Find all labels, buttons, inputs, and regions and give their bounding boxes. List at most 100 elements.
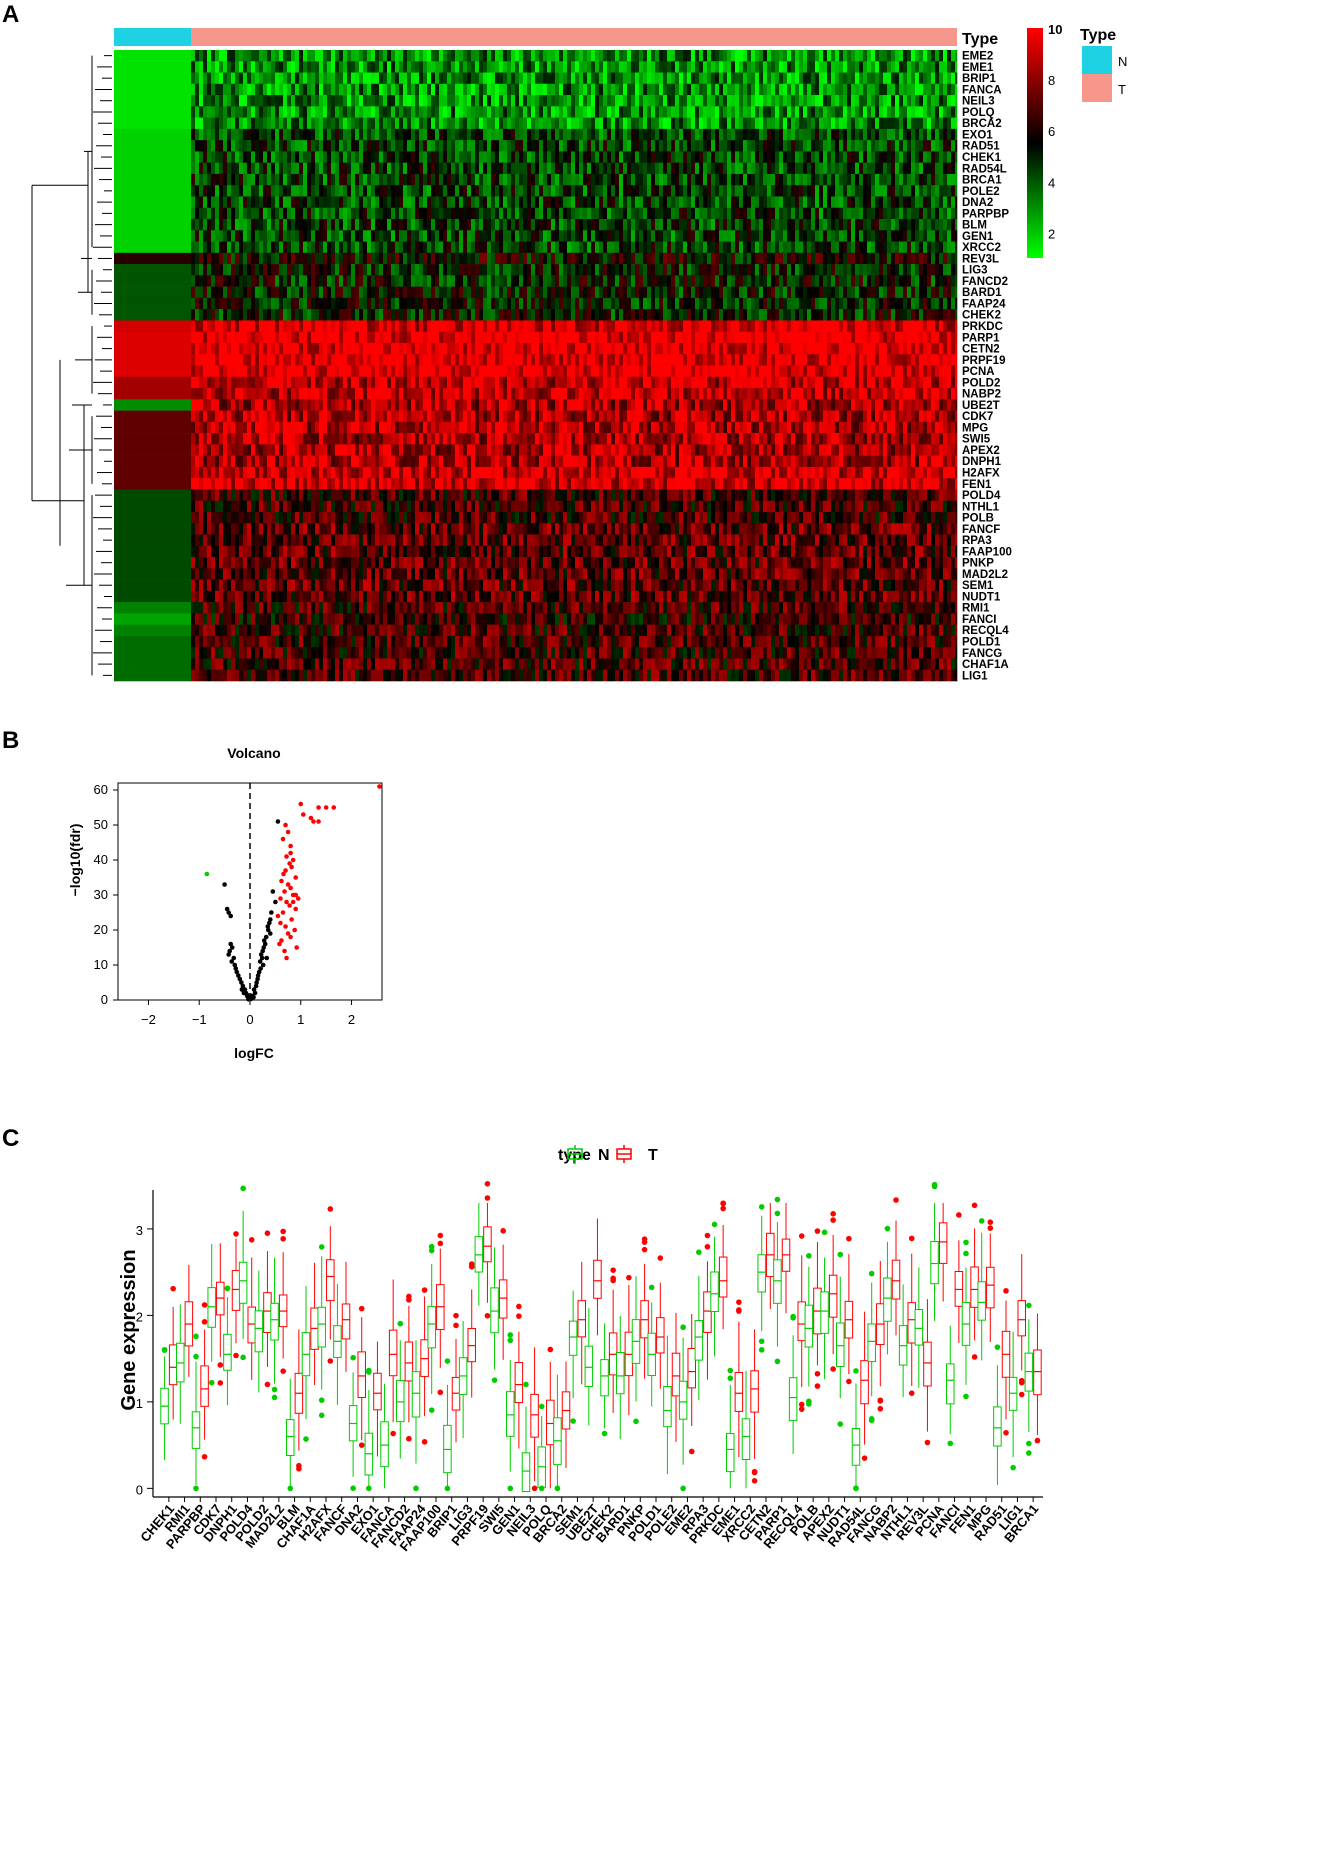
heatmap-cell (315, 309, 320, 321)
heatmap-cell (447, 241, 452, 254)
heatmap-cell (583, 219, 588, 231)
heatmap-cell (631, 252, 636, 265)
heatmap-cell (467, 162, 472, 175)
heatmap-cell (263, 264, 268, 276)
heatmap-cell (567, 320, 572, 332)
heatmap-cell (843, 286, 848, 299)
heatmap-cell (551, 151, 556, 163)
heatmap-cell (871, 219, 876, 231)
heatmap-cell (335, 207, 340, 220)
heatmap-cell (839, 83, 844, 96)
heatmap-cell (335, 61, 340, 73)
heatmap-block-n (114, 173, 191, 186)
heatmap-cell (923, 219, 928, 231)
heatmap-cell (847, 264, 852, 276)
heatmap-cell (911, 230, 916, 242)
heatmap-cell (411, 264, 416, 276)
heatmap-cell (891, 309, 896, 321)
heatmap-cell (583, 83, 588, 96)
heatmap-cell (223, 106, 228, 118)
heatmap-cell (595, 117, 600, 130)
heatmap-cell (755, 252, 760, 265)
heatmap-cell (539, 297, 544, 310)
heatmap-cell (431, 128, 436, 141)
heatmap-cell (239, 173, 244, 186)
heatmap-cell (227, 117, 232, 130)
heatmap-cell (191, 173, 196, 186)
heatmap-cell (443, 331, 448, 344)
heatmap-cell (543, 286, 548, 299)
heatmap-cell (419, 207, 424, 220)
heatmap-cell (707, 72, 712, 85)
heatmap-cell (783, 207, 788, 220)
heatmap-cell (695, 196, 700, 209)
heatmap-cell (831, 173, 836, 186)
heatmap-cell (363, 264, 368, 276)
heatmap-cell (355, 252, 360, 265)
heatmap-cell (479, 275, 484, 287)
heatmap-cell (607, 252, 612, 265)
heatmap-cell (219, 50, 224, 62)
heatmap-cell (399, 106, 404, 118)
heatmap-cell (215, 309, 220, 321)
heatmap-cell (779, 140, 784, 152)
heatmap-cell (215, 106, 220, 118)
heatmap-cell (803, 95, 808, 107)
heatmap-cell (595, 50, 600, 62)
heatmap-cell (819, 83, 824, 96)
heatmap-cell (919, 219, 924, 231)
heatmap-cell (683, 128, 688, 141)
heatmap-cell (515, 185, 520, 197)
heatmap-cell (251, 241, 256, 254)
heatmap-cell (739, 207, 744, 220)
heatmap-cell (951, 162, 956, 175)
heatmap-cell (615, 72, 620, 85)
heatmap-cell (591, 83, 596, 96)
heatmap-cell (679, 185, 684, 197)
heatmap-cell (603, 196, 608, 209)
heatmap-cell (855, 61, 860, 73)
heatmap-cell (327, 252, 332, 265)
heatmap-cell (395, 309, 400, 321)
heatmap-cell (799, 151, 804, 163)
heatmap-cell (587, 61, 592, 73)
heatmap-cell (743, 297, 748, 310)
heatmap-cell (931, 140, 936, 152)
heatmap-cell (467, 196, 472, 209)
heatmap-cell (531, 219, 536, 231)
heatmap-cell (787, 219, 792, 231)
heatmap-cell (339, 207, 344, 220)
heatmap-cell (211, 331, 216, 344)
heatmap-cell (659, 72, 664, 85)
heatmap-cell (871, 162, 876, 175)
heatmap-cell (563, 95, 568, 107)
heatmap-cell (675, 297, 680, 310)
heatmap-cell (643, 286, 648, 299)
heatmap-cell (327, 241, 332, 254)
heatmap-cell (247, 72, 252, 85)
heatmap-cell (399, 207, 404, 220)
heatmap-cell (759, 286, 764, 299)
heatmap-cell (251, 61, 256, 73)
heatmap-cell (887, 185, 892, 197)
heatmap-cell (895, 196, 900, 209)
heatmap-cell (335, 331, 340, 344)
heatmap-cell (823, 173, 828, 186)
heatmap-cell (507, 140, 512, 152)
heatmap-cell (215, 173, 220, 186)
heatmap-cell (491, 95, 496, 107)
heatmap-cell (391, 72, 396, 85)
heatmap-cell (219, 95, 224, 107)
heatmap-cell (471, 275, 476, 287)
heatmap-cell (931, 286, 936, 299)
heatmap-cell (579, 72, 584, 85)
heatmap-cell (491, 61, 496, 73)
heatmap-cell (759, 309, 764, 321)
heatmap-cell (579, 286, 584, 299)
heatmap-cell (227, 207, 232, 220)
heatmap-cell (283, 173, 288, 186)
heatmap-cell (675, 309, 680, 321)
heatmap-cell (391, 185, 396, 197)
heatmap-cell (563, 264, 568, 276)
heatmap-cell (899, 72, 904, 85)
